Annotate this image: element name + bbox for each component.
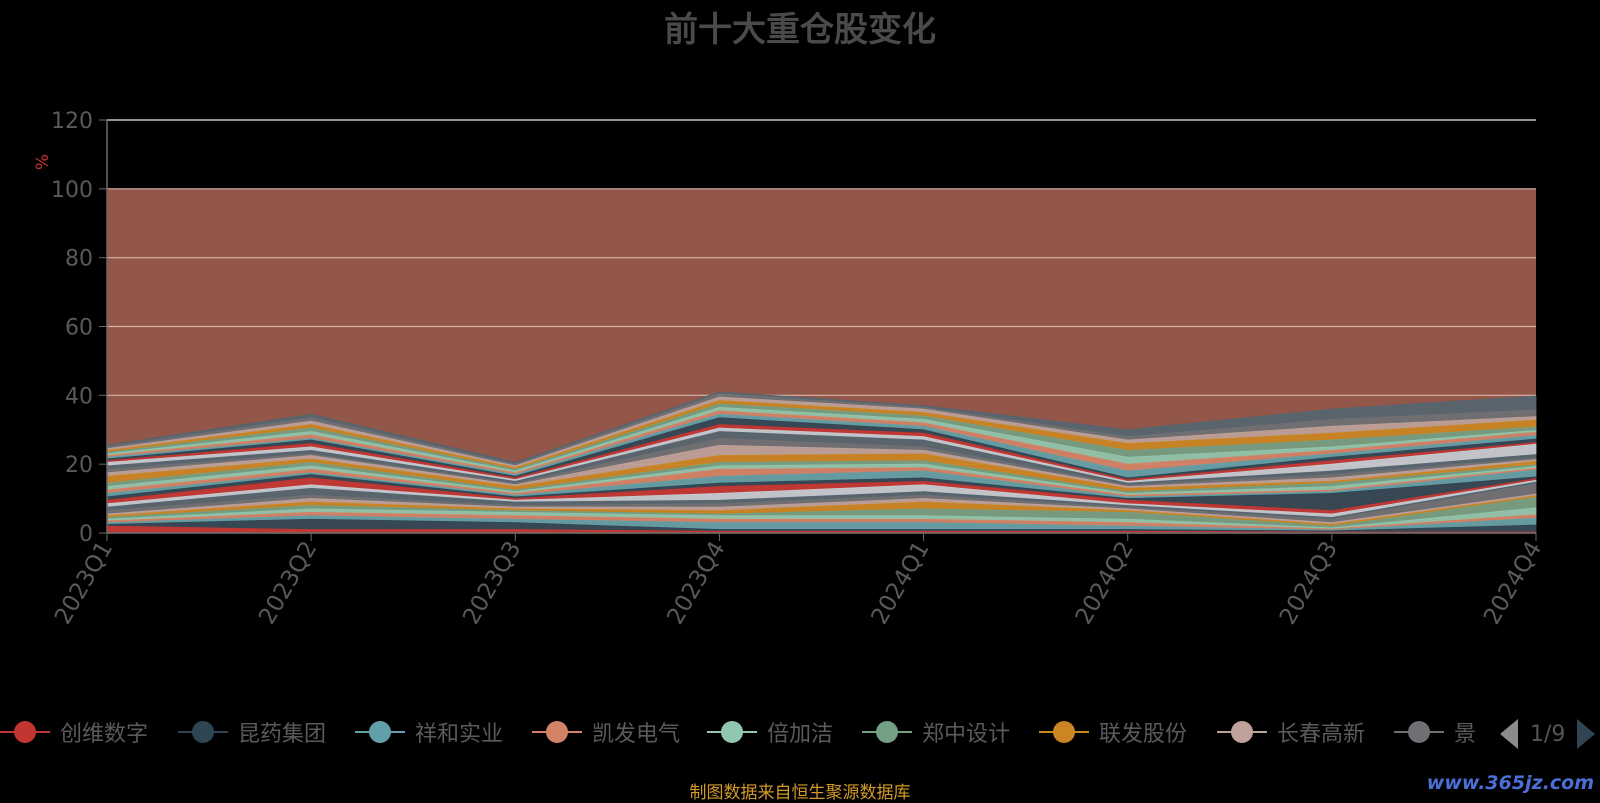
- legend-circle-icon: [178, 714, 228, 750]
- legend-label: 祥和实业: [415, 722, 504, 747]
- legend-label: 创维数字: [60, 722, 149, 747]
- legend-item[interactable]: 昆药集团: [178, 714, 326, 750]
- legend-item[interactable]: 创维数字: [0, 714, 148, 750]
- x-tick-label: 2023Q4: [662, 537, 730, 629]
- legend-label: 凯发电气: [592, 722, 681, 747]
- legend-item[interactable]: 长春高新: [1217, 714, 1365, 750]
- legend-circle-icon: [1394, 714, 1444, 750]
- x-tick-label: 2023Q1: [50, 537, 118, 629]
- y-tick-label: 40: [65, 384, 93, 409]
- x-tick-label: 2024Q1: [867, 537, 935, 629]
- y-axis-label: %: [33, 154, 53, 170]
- legend-circle-icon: [1217, 714, 1267, 750]
- x-tick-label: 2024Q3: [1275, 537, 1343, 629]
- legend-label: 长春高新: [1277, 722, 1366, 747]
- source-note: 制图数据来自恒生聚源数据库: [689, 783, 911, 803]
- pager-text: 1/9: [1530, 721, 1566, 747]
- legend-circle-icon: [862, 714, 912, 750]
- legend-label: 景: [1454, 722, 1477, 747]
- legend-circle-icon: [0, 714, 50, 750]
- x-tick-label: 2023Q2: [254, 537, 322, 629]
- pager-next-icon[interactable]: [1577, 719, 1596, 749]
- legend-pager: 1/9: [1500, 718, 1596, 750]
- legend-circle-icon: [1039, 714, 1089, 750]
- x-tick-label: 2023Q3: [458, 537, 526, 629]
- legend-item[interactable]: 郑中设计: [862, 714, 1010, 750]
- y-tick-label: 60: [65, 316, 93, 341]
- y-tick-label: 0: [79, 522, 93, 547]
- x-tick-label: 2024Q4: [1479, 537, 1547, 629]
- y-tick-label: 80: [65, 247, 93, 272]
- legend-circle-icon: [355, 714, 405, 750]
- legend-item[interactable]: 祥和实业: [355, 714, 503, 750]
- legend-label: 联发股份: [1099, 722, 1188, 747]
- x-tick-label: 2024Q2: [1071, 537, 1139, 629]
- watermark: www.365jz.com: [1426, 772, 1594, 794]
- legend-circle-icon: [532, 714, 582, 750]
- legend-item[interactable]: 景: [1394, 714, 1476, 750]
- legend-label: 昆药集团: [238, 722, 327, 747]
- chart-title: 前十大重仓股变化: [664, 10, 936, 50]
- legend-label: 倍加洁: [767, 722, 834, 747]
- y-tick-label: 20: [65, 453, 93, 478]
- legend: 创维数字 昆药集团 祥和实业 凯发电气 倍加洁 郑中设计 联发股份 长春高新 景: [0, 714, 1512, 750]
- legend-item[interactable]: 凯发电气: [532, 714, 680, 750]
- y-tick-label: 120: [51, 109, 93, 134]
- legend-item[interactable]: 联发股份: [1039, 714, 1187, 750]
- legend-label: 郑中设计: [922, 722, 1011, 747]
- legend-circle-icon: [707, 714, 757, 750]
- legend-item[interactable]: 倍加洁: [707, 714, 833, 750]
- y-tick-label: 100: [51, 178, 93, 203]
- pager-prev-icon[interactable]: [1500, 719, 1518, 749]
